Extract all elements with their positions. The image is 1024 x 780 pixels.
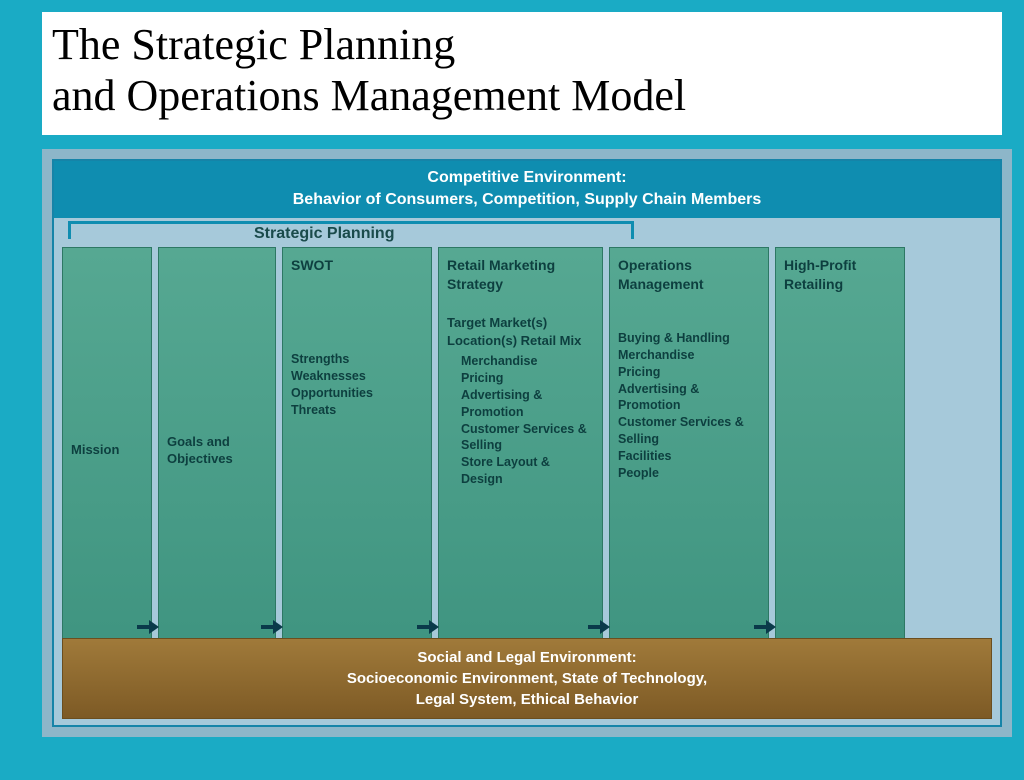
list-item: Buying & Handling Merchandise	[618, 330, 760, 364]
bottom-band-line-1: Social and Legal Environment:	[417, 649, 636, 666]
col-high-profit: High-Profit Retailing	[775, 247, 905, 653]
diagram-outer: Competitive Environment: Behavior of Con…	[42, 149, 1012, 737]
columns-row: Mission Goals and Objectives SWOT Streng…	[62, 247, 992, 653]
list-item: Customer Services & Selling	[447, 421, 594, 455]
diagram-frame: Competitive Environment: Behavior of Con…	[52, 159, 1002, 727]
col-swot-header: SWOT	[291, 256, 423, 275]
bottom-band-line-3: Legal System, Ethical Behavior	[416, 691, 639, 708]
list-item: Opportunities	[291, 385, 423, 402]
retail-lead: Target Market(s) Location(s) Retail Mix	[447, 314, 594, 349]
top-band-line-2: Behavior of Consumers, Competition, Supp…	[293, 191, 762, 208]
list-item: Weaknesses	[291, 368, 423, 385]
list-item: Merchandise	[447, 353, 594, 370]
list-item: Threats	[291, 402, 423, 419]
list-item: Store Layout & Design	[447, 454, 594, 488]
list-item: Pricing	[618, 364, 760, 381]
col-mission: Mission	[62, 247, 152, 653]
list-item: Pricing	[447, 370, 594, 387]
list-item: People	[618, 465, 760, 482]
ops-list: Buying & Handling Merchandise Pricing Ad…	[618, 330, 760, 482]
col-retail-header: Retail Marketing Strategy	[447, 256, 594, 294]
list-item: Facilities	[618, 448, 760, 465]
top-band-line-1: Competitive Environment:	[427, 169, 626, 186]
col-ops-header: Operations Management	[618, 256, 760, 294]
social-legal-band: Social and Legal Environment: Socioecono…	[62, 638, 992, 719]
arrow-icon	[261, 620, 285, 634]
title-line-1: The Strategic Planning	[52, 20, 455, 69]
swot-list: Strengths Weaknesses Opportunities Threa…	[291, 351, 423, 419]
list-item: Advertising & Promotion	[618, 381, 760, 415]
competitive-environment-band: Competitive Environment: Behavior of Con…	[54, 161, 1000, 218]
strategic-planning-label: Strategic Planning	[254, 225, 394, 243]
title-area: The Strategic Planning and Operations Ma…	[42, 12, 1002, 135]
list-item: Strengths	[291, 351, 423, 368]
col-operations: Operations Management Buying & Handling …	[609, 247, 769, 653]
list-item: Customer Services & Selling	[618, 414, 760, 448]
col-highprofit-header: High-Profit Retailing	[784, 256, 896, 294]
col-mission-label: Mission	[71, 256, 143, 644]
list-item: Advertising & Promotion	[447, 387, 594, 421]
arrow-icon	[417, 620, 441, 634]
retail-mix-list: Merchandise Pricing Advertising & Promot…	[447, 353, 594, 488]
arrow-icon	[754, 620, 778, 634]
col-retail-strategy: Retail Marketing Strategy Target Market(…	[438, 247, 603, 653]
col-goals-label: Goals and Objectives	[167, 256, 267, 644]
bottom-band-line-2: Socioeconomic Environment, State of Tech…	[347, 670, 707, 687]
diagram-body: Competitive Environment: Behavior of Con…	[54, 161, 1000, 725]
arrow-icon	[137, 620, 161, 634]
slide-title: The Strategic Planning and Operations Ma…	[52, 20, 992, 121]
title-line-2: and Operations Management Model	[52, 71, 686, 120]
slide: The Strategic Planning and Operations Ma…	[0, 12, 1024, 780]
col-goals: Goals and Objectives	[158, 247, 276, 653]
col-swot: SWOT Strengths Weaknesses Opportunities …	[282, 247, 432, 653]
arrow-icon	[588, 620, 612, 634]
